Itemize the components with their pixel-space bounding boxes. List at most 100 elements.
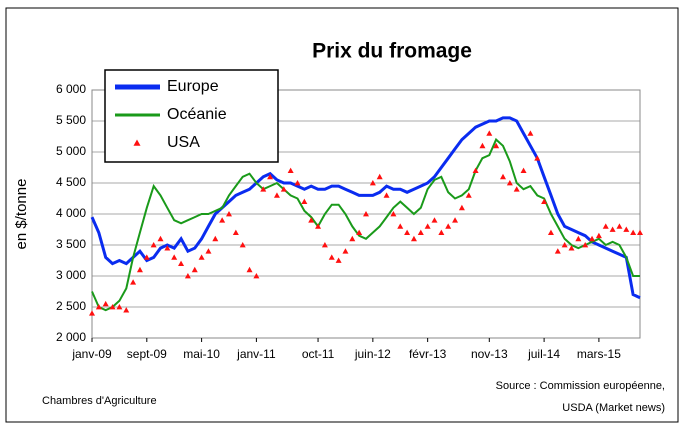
- data-point: [349, 235, 356, 242]
- footer: Chambres d'Agriculture: [42, 395, 157, 407]
- data-point: [239, 242, 246, 248]
- x-tick-label: nov-13: [471, 347, 508, 361]
- data-point: [452, 217, 459, 223]
- data-point: [568, 245, 575, 251]
- data-point: [493, 142, 500, 149]
- data-point: [547, 229, 554, 235]
- data-point: [431, 217, 438, 223]
- data-point: [95, 304, 102, 310]
- x-tick-label: oct-11: [302, 347, 335, 361]
- data-point: [273, 192, 280, 198]
- data-point: [404, 229, 411, 235]
- data-point: [205, 248, 212, 254]
- y-axis-label: en $/tonne: [13, 179, 30, 250]
- data-point: [356, 229, 363, 235]
- data-point: [123, 307, 130, 313]
- source: Source : Commission européenne,: [496, 380, 665, 392]
- data-point: [308, 217, 315, 223]
- data-point: [623, 226, 630, 232]
- data-point: [561, 242, 568, 248]
- data-point: [424, 223, 431, 229]
- line-series: [90, 116, 641, 300]
- y-tick-label: 5 500: [56, 113, 86, 127]
- data-point: [417, 229, 424, 235]
- data-point: [253, 273, 260, 279]
- data-point: [280, 186, 287, 192]
- data-point: [335, 257, 342, 263]
- data-point: [315, 223, 322, 229]
- chart-title: Prix du fromage: [312, 40, 472, 63]
- data-point: [527, 130, 534, 136]
- data-point: [438, 229, 445, 235]
- y-tick-label: 3 500: [56, 237, 86, 251]
- data-point: [465, 192, 472, 198]
- data-point: [226, 211, 232, 217]
- x-tick-label: juin-12: [354, 347, 391, 361]
- x-tick-label: mai-10: [183, 347, 220, 361]
- y-tick-label: 4 000: [56, 206, 86, 220]
- data-point: [219, 217, 226, 223]
- data-point: [301, 198, 308, 204]
- data-point: [116, 304, 123, 310]
- data-point: [513, 186, 520, 192]
- legend-label: Océanie: [167, 106, 227, 123]
- legend-label: Europe: [167, 78, 219, 95]
- data-point: [637, 229, 643, 235]
- data-point: [260, 186, 267, 192]
- data-point: [89, 310, 95, 316]
- data-point: [342, 248, 349, 254]
- plot-area: [91, 89, 641, 339]
- legend-label: USA: [167, 134, 200, 151]
- data-point: [198, 254, 205, 260]
- data-point: [445, 223, 452, 229]
- x-tick-label: mars-15: [577, 347, 621, 361]
- data-point: [582, 242, 589, 248]
- data-point: [184, 273, 191, 279]
- data-point: [500, 173, 506, 180]
- data-point: [376, 173, 383, 180]
- data-point: [575, 235, 582, 242]
- data-point: [458, 204, 465, 211]
- data-point: [630, 229, 637, 235]
- data-point: [479, 142, 486, 149]
- data-point: [397, 223, 404, 229]
- source: USDA (Market news): [562, 402, 665, 414]
- data-point: [178, 260, 185, 266]
- data-point: [232, 229, 239, 235]
- data-point: [554, 248, 561, 254]
- y-tick-label: 5 000: [56, 144, 86, 158]
- y-tick-label: 4 500: [56, 175, 86, 189]
- data-point: [609, 226, 616, 232]
- data-point: [616, 223, 623, 229]
- data-point: [321, 242, 328, 248]
- data-point: [602, 223, 609, 229]
- data-point: [109, 304, 116, 310]
- data-point: [390, 211, 397, 217]
- x-tick-label: févr-13: [409, 347, 447, 361]
- data-point: [383, 192, 390, 198]
- data-point: [369, 180, 376, 186]
- data-point: [541, 198, 548, 204]
- data-point: [136, 266, 143, 273]
- data-point: [143, 254, 150, 260]
- data-point: [102, 300, 109, 307]
- data-point: [595, 232, 602, 239]
- legend-swatch: [133, 139, 141, 146]
- data-point: [294, 180, 301, 186]
- data-point: [171, 254, 178, 260]
- data-point: [472, 167, 479, 173]
- data-point: [410, 235, 417, 242]
- data-point: [363, 211, 369, 217]
- data-point: [534, 155, 541, 161]
- x-tick-label: juil-14: [527, 347, 560, 361]
- data-point: [246, 266, 253, 273]
- data-point: [130, 279, 137, 285]
- data-point: [157, 235, 164, 242]
- data-point: [212, 235, 219, 242]
- data-point: [287, 167, 294, 173]
- y-tick-label: 6 000: [56, 82, 86, 96]
- data-point: [328, 254, 335, 260]
- data-point: [486, 130, 493, 136]
- data-point: [191, 266, 198, 273]
